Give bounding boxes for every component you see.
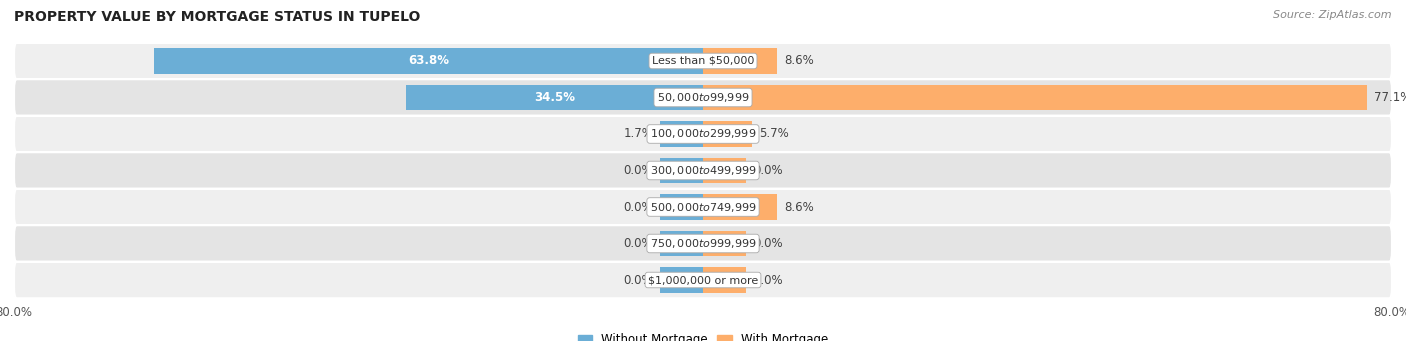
Text: 0.0%: 0.0% [754,164,783,177]
Text: $300,000 to $499,999: $300,000 to $499,999 [650,164,756,177]
Text: 0.0%: 0.0% [623,273,652,286]
Text: PROPERTY VALUE BY MORTGAGE STATUS IN TUPELO: PROPERTY VALUE BY MORTGAGE STATUS IN TUP… [14,10,420,24]
Text: $750,000 to $999,999: $750,000 to $999,999 [650,237,756,250]
Text: 5.7%: 5.7% [759,128,789,140]
Bar [703,48,778,74]
Text: $50,000 to $99,999: $50,000 to $99,999 [657,91,749,104]
Text: Source: ZipAtlas.com: Source: ZipAtlas.com [1274,10,1392,20]
FancyBboxPatch shape [14,43,1392,79]
Text: 0.0%: 0.0% [623,237,652,250]
Text: 8.6%: 8.6% [785,55,814,68]
Bar [153,48,703,74]
FancyBboxPatch shape [14,116,1392,152]
FancyBboxPatch shape [14,152,1392,189]
Text: 0.0%: 0.0% [623,164,652,177]
Bar [703,231,747,256]
Bar [703,85,1367,110]
Bar [659,231,703,256]
Text: 63.8%: 63.8% [408,55,449,68]
Text: 0.0%: 0.0% [754,237,783,250]
Text: $100,000 to $299,999: $100,000 to $299,999 [650,128,756,140]
Text: 1.7%: 1.7% [623,128,652,140]
Legend: Without Mortgage, With Mortgage: Without Mortgage, With Mortgage [574,329,832,341]
Bar [659,121,703,147]
Bar [703,158,747,183]
FancyBboxPatch shape [14,189,1392,225]
Text: $500,000 to $749,999: $500,000 to $749,999 [650,201,756,213]
Bar [703,194,778,220]
Bar [659,194,703,220]
Text: 0.0%: 0.0% [623,201,652,213]
Text: 0.0%: 0.0% [754,273,783,286]
Text: $1,000,000 or more: $1,000,000 or more [648,275,758,285]
FancyBboxPatch shape [14,225,1392,262]
Bar [703,121,752,147]
Text: 8.6%: 8.6% [785,201,814,213]
Bar [659,158,703,183]
FancyBboxPatch shape [14,79,1392,116]
Text: Less than $50,000: Less than $50,000 [652,56,754,66]
FancyBboxPatch shape [14,262,1392,298]
Bar [659,267,703,293]
Text: 34.5%: 34.5% [534,91,575,104]
Bar [406,85,703,110]
Bar [703,267,747,293]
Text: 77.1%: 77.1% [1374,91,1406,104]
